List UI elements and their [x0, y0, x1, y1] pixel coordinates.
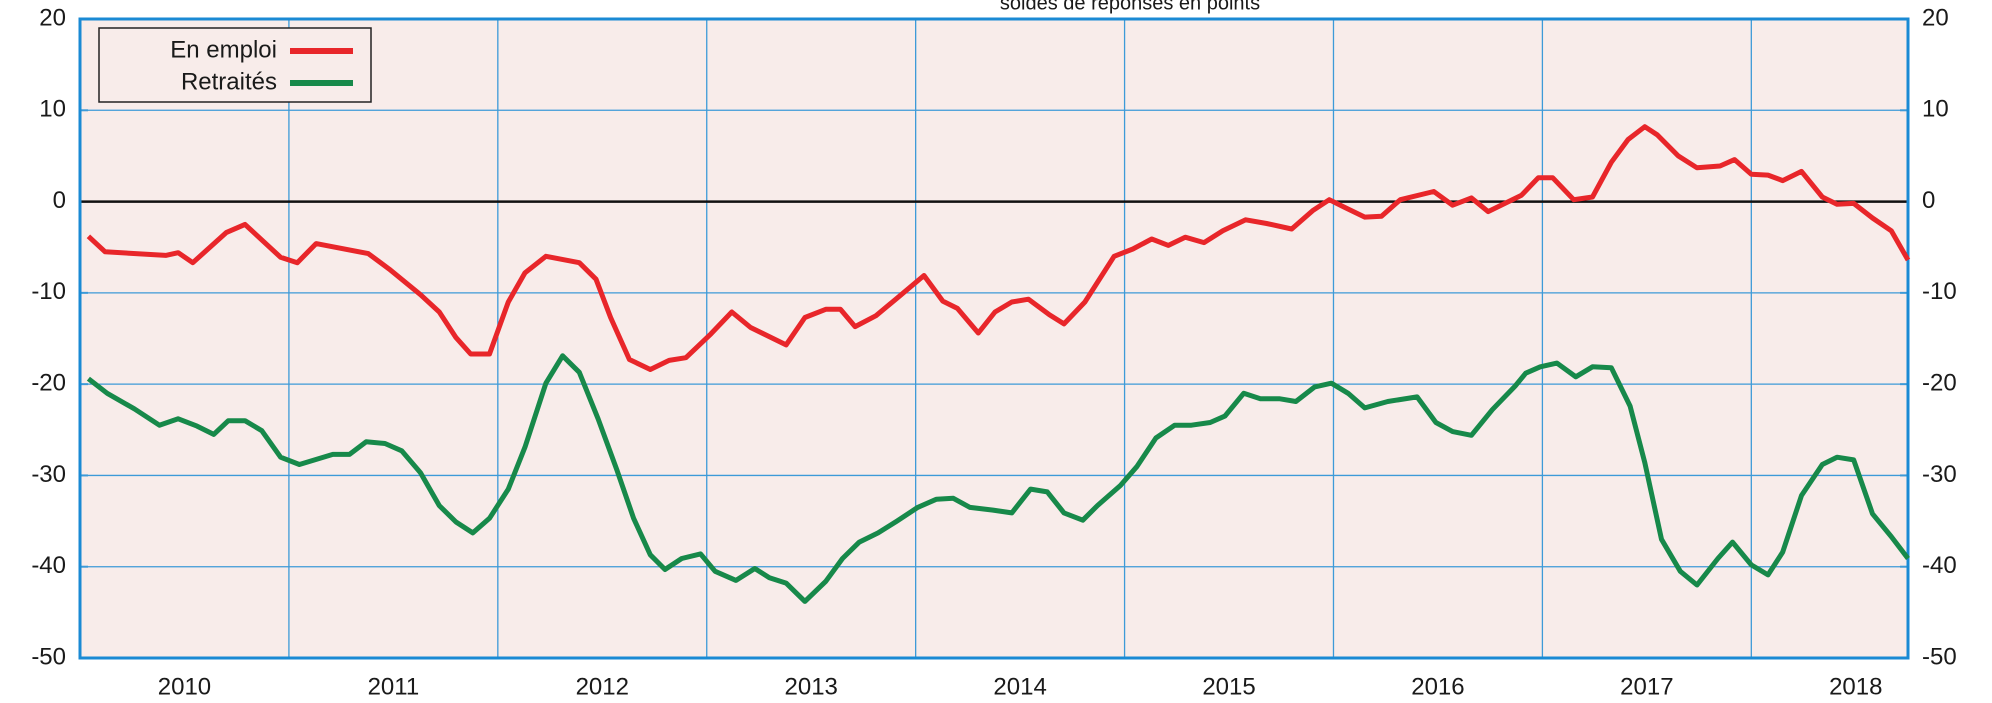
- x-tick-label: 2012: [576, 673, 629, 700]
- chart-subtitle: soldes de réponses en points: [1000, 0, 1260, 14]
- y-tick-label: -40: [31, 552, 66, 579]
- x-tick-label: 2011: [368, 673, 420, 700]
- x-tick-label: 2014: [993, 673, 1046, 700]
- y-tick-label: -10: [31, 278, 66, 305]
- plot-background: [80, 19, 1908, 658]
- y-tick-label: -30: [31, 461, 66, 488]
- x-tick-label: 2013: [785, 673, 838, 700]
- x-tick-label: 2016: [1411, 673, 1464, 700]
- x-tick-label: 2015: [1202, 673, 1255, 700]
- y2-tick-label: -20: [1922, 369, 1957, 396]
- y2-tick-label: 0: [1922, 187, 1935, 214]
- plot-frame: [78, 17, 1910, 660]
- y2-tick-label: 10: [1922, 96, 1949, 123]
- legend-box: [98, 27, 372, 103]
- y2-tick-label: -30: [1922, 461, 1957, 488]
- x-tick-label: 2017: [1620, 673, 1673, 700]
- y-tick-label: -20: [31, 369, 66, 396]
- y2-tick-label: -40: [1922, 552, 1957, 579]
- x-tick-label: 2010: [158, 673, 211, 700]
- y2-tick-label: -50: [1922, 643, 1957, 670]
- y-tick-label: 10: [39, 96, 66, 123]
- y-tick-label: 20: [39, 4, 66, 31]
- series-line: [86, 353, 1910, 604]
- legend-label: Retraités: [181, 68, 277, 95]
- y2-tick-label: -10: [1922, 278, 1957, 305]
- y2-tick-label: 20: [1922, 4, 1949, 31]
- y-tick-label: 0: [53, 187, 66, 214]
- x-tick-label: 2018: [1829, 673, 1882, 700]
- series-line: [86, 124, 1911, 372]
- legend-label: En emploi: [170, 36, 277, 63]
- y-tick-label: -50: [31, 643, 66, 670]
